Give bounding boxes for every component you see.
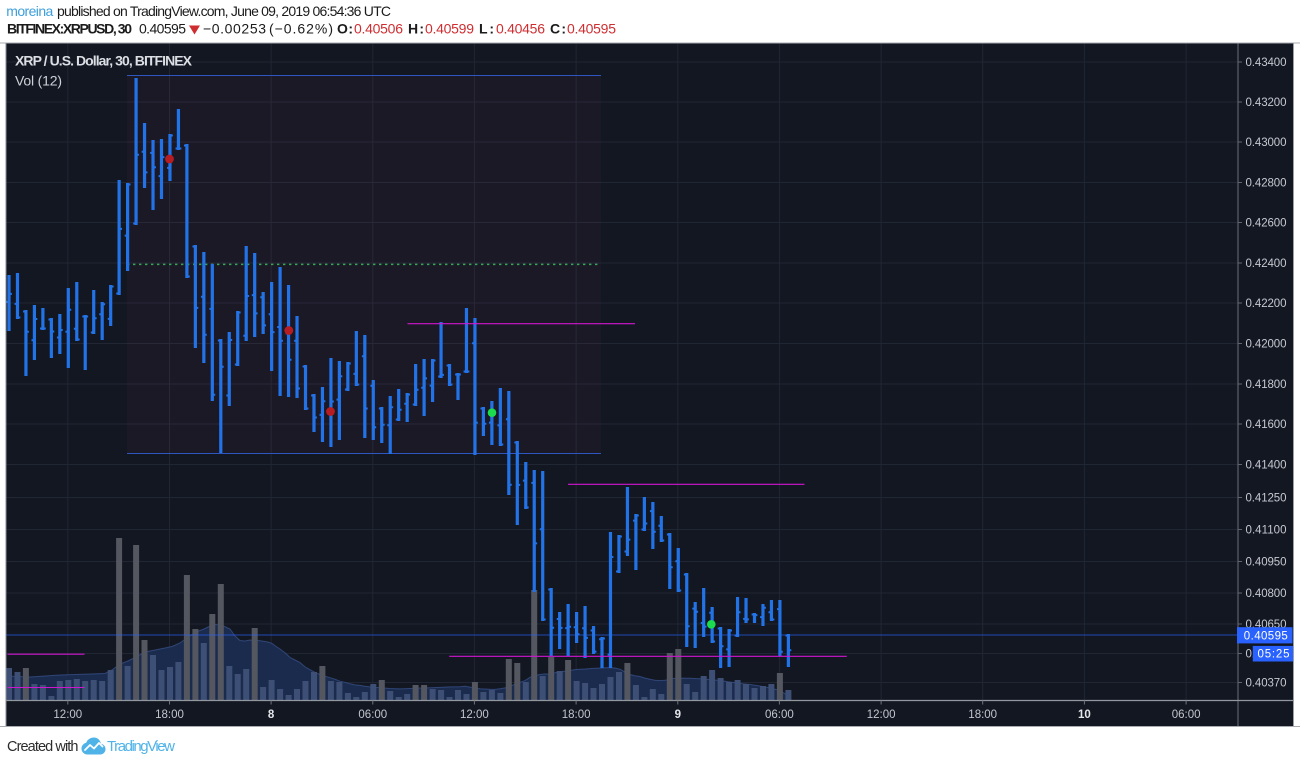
svg-text:0.40800: 0.40800 bbox=[1246, 588, 1287, 600]
svg-text:0.40506: 0.40506 bbox=[354, 21, 403, 37]
svg-text:9: 9 bbox=[675, 709, 681, 721]
svg-text:published on TradingView.com,: published on TradingView.com, June 09, 2… bbox=[57, 3, 391, 19]
svg-text:18:00: 18:00 bbox=[155, 709, 184, 721]
svg-text:12:00: 12:00 bbox=[53, 709, 82, 721]
svg-text:12:00: 12:00 bbox=[867, 709, 896, 721]
svg-text:0.41600: 0.41600 bbox=[1246, 419, 1287, 431]
svg-text:0.43200: 0.43200 bbox=[1246, 97, 1287, 109]
svg-text:06:00: 06:00 bbox=[1172, 709, 1201, 721]
svg-text:0.40950: 0.40950 bbox=[1246, 556, 1287, 568]
svg-text:O:: O: bbox=[337, 21, 353, 37]
svg-text:0.41400: 0.41400 bbox=[1246, 459, 1287, 471]
svg-text:05:25: 05:25 bbox=[1258, 649, 1290, 661]
svg-text:10: 10 bbox=[1078, 709, 1091, 721]
svg-text:18:00: 18:00 bbox=[562, 709, 591, 721]
svg-text:moreina: moreina bbox=[6, 3, 53, 19]
svg-text:−0.00253: −0.00253 bbox=[203, 21, 266, 37]
svg-text:0.40595: 0.40595 bbox=[1244, 630, 1288, 642]
svg-text:0.42000: 0.42000 bbox=[1246, 338, 1287, 350]
svg-text:H:: H: bbox=[408, 21, 424, 37]
svg-text:0.43000: 0.43000 bbox=[1246, 137, 1287, 149]
svg-text:18:00: 18:00 bbox=[968, 709, 997, 721]
svg-text:0.40599: 0.40599 bbox=[425, 21, 474, 37]
svg-text:TradingView: TradingView bbox=[107, 738, 175, 755]
svg-text:0.42800: 0.42800 bbox=[1246, 177, 1287, 189]
svg-text:Vol (12): Vol (12) bbox=[15, 73, 62, 89]
svg-text:06:00: 06:00 bbox=[358, 709, 387, 721]
svg-text:12:00: 12:00 bbox=[460, 709, 489, 721]
svg-text:0.42400: 0.42400 bbox=[1246, 258, 1287, 270]
svg-text:0.40595: 0.40595 bbox=[139, 21, 186, 37]
svg-text:06:00: 06:00 bbox=[765, 709, 794, 721]
svg-text:Created with: Created with bbox=[7, 739, 79, 755]
svg-text:0.43400: 0.43400 bbox=[1246, 57, 1287, 69]
svg-text:0.42200: 0.42200 bbox=[1246, 298, 1287, 310]
svg-text:L:: L: bbox=[479, 21, 494, 37]
svg-text:0.40595: 0.40595 bbox=[567, 21, 616, 37]
svg-text:0.40456: 0.40456 bbox=[496, 21, 545, 37]
svg-text:0.42600: 0.42600 bbox=[1246, 217, 1287, 229]
svg-text:0.41100: 0.41100 bbox=[1246, 524, 1287, 536]
svg-text:0.40370: 0.40370 bbox=[1246, 677, 1287, 689]
svg-text:BITFINEX:XRPUSD, 30: BITFINEX:XRPUSD, 30 bbox=[7, 21, 132, 37]
svg-text:C:: C: bbox=[550, 21, 566, 37]
svg-text:8: 8 bbox=[268, 709, 275, 721]
svg-text:XRP / U.S. Dollar, 30, BITFINE: XRP / U.S. Dollar, 30, BITFINEX bbox=[15, 53, 193, 69]
svg-text:0.41800: 0.41800 bbox=[1246, 379, 1287, 391]
svg-text:(−0.62%): (−0.62%) bbox=[269, 21, 333, 37]
svg-text:0.41250: 0.41250 bbox=[1246, 492, 1287, 504]
